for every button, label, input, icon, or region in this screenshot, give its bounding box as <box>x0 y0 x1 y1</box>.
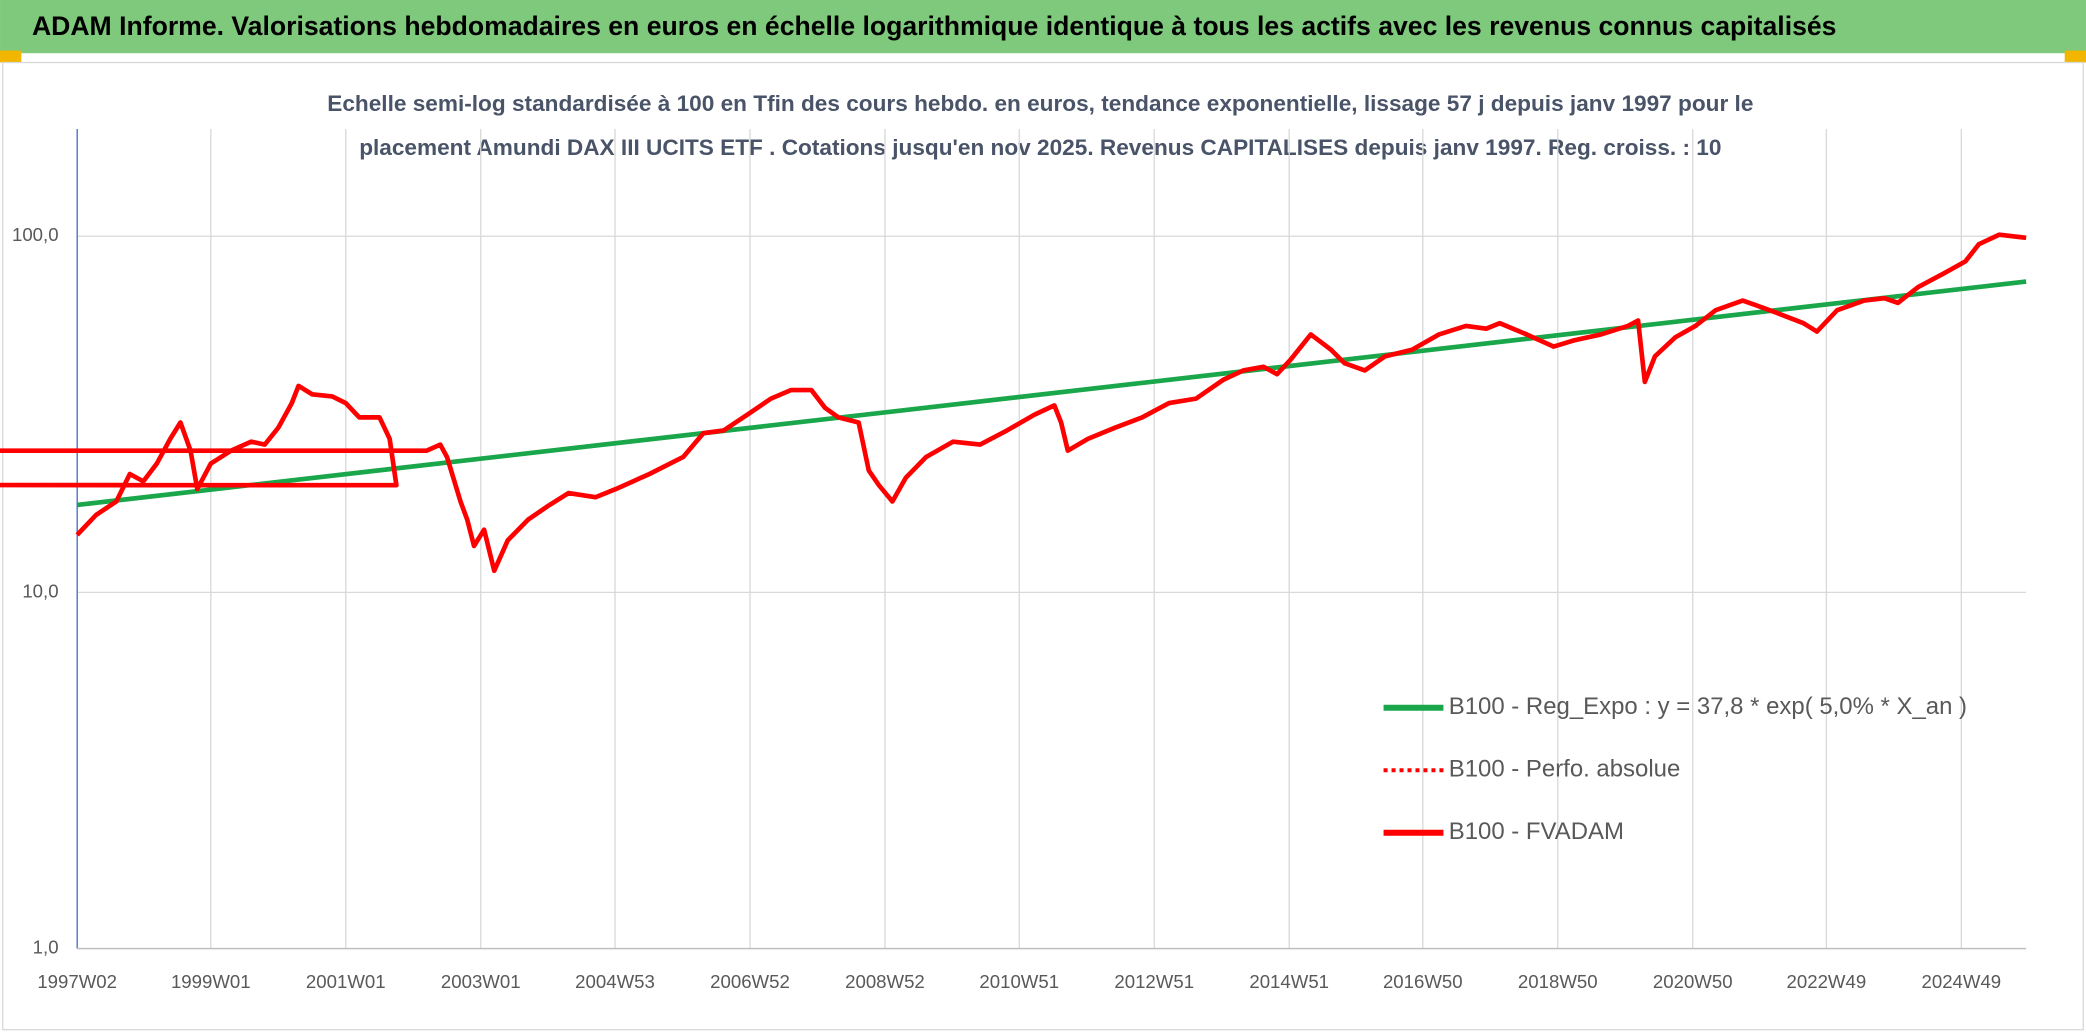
corner <box>0 50 22 63</box>
subtitle: placement Amundi DAX III UCITS ETF . Cot… <box>359 135 1721 160</box>
x-tick-label: 2014W51 <box>1249 971 1329 992</box>
x-tick-label: 2003W01 <box>441 971 521 992</box>
legend-label: B100 - Reg_Expo : y = 37,8 * exp( 5,0% *… <box>1449 693 1967 720</box>
x-tick-label: 2004W53 <box>575 971 655 992</box>
subtitle: Echelle semi-log standardisée à 100 en T… <box>327 91 1753 116</box>
x-tick-label: 2020W50 <box>1653 971 1733 992</box>
chart-title: ADAM Informe. Valorisations hebdomadaire… <box>32 11 1837 41</box>
x-tick-label: 2001W01 <box>306 971 386 992</box>
series-line <box>0 232 2027 574</box>
x-tick-label: 2008W52 <box>845 971 925 992</box>
frame <box>2 61 2084 1031</box>
legend-label: B100 - Perfo. absolue <box>1449 756 1681 783</box>
y-tick-label: 100,0 <box>12 224 59 245</box>
title-bar <box>0 0 2086 54</box>
legend-label: B100 - FVADAM <box>1449 818 1624 845</box>
x-tick-label: 1997W02 <box>37 971 117 992</box>
x-tick-label: 2022W49 <box>1787 971 1867 992</box>
x-tick-label: 2010W51 <box>979 971 1059 992</box>
y-tick-label: 10,0 <box>22 580 58 601</box>
y-tick-label: 1,0 <box>33 936 59 957</box>
corner <box>2064 50 2086 63</box>
x-tick-label: 2006W52 <box>710 971 790 992</box>
x-tick-label: 2012W51 <box>1114 971 1194 992</box>
x-tick-label: 1999W01 <box>171 971 251 992</box>
x-tick-label: 2024W49 <box>1921 971 2001 992</box>
x-tick-label: 2016W50 <box>1383 971 1463 992</box>
x-tick-label: 2018W50 <box>1518 971 1598 992</box>
